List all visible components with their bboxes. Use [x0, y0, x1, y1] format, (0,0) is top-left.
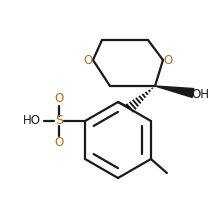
Text: HO: HO	[23, 114, 41, 128]
Text: O: O	[83, 53, 93, 67]
Text: OH: OH	[191, 88, 209, 102]
Text: O: O	[163, 53, 173, 67]
Text: O: O	[54, 136, 64, 150]
Text: O: O	[54, 93, 64, 105]
Text: S: S	[55, 114, 63, 128]
Polygon shape	[155, 86, 194, 97]
